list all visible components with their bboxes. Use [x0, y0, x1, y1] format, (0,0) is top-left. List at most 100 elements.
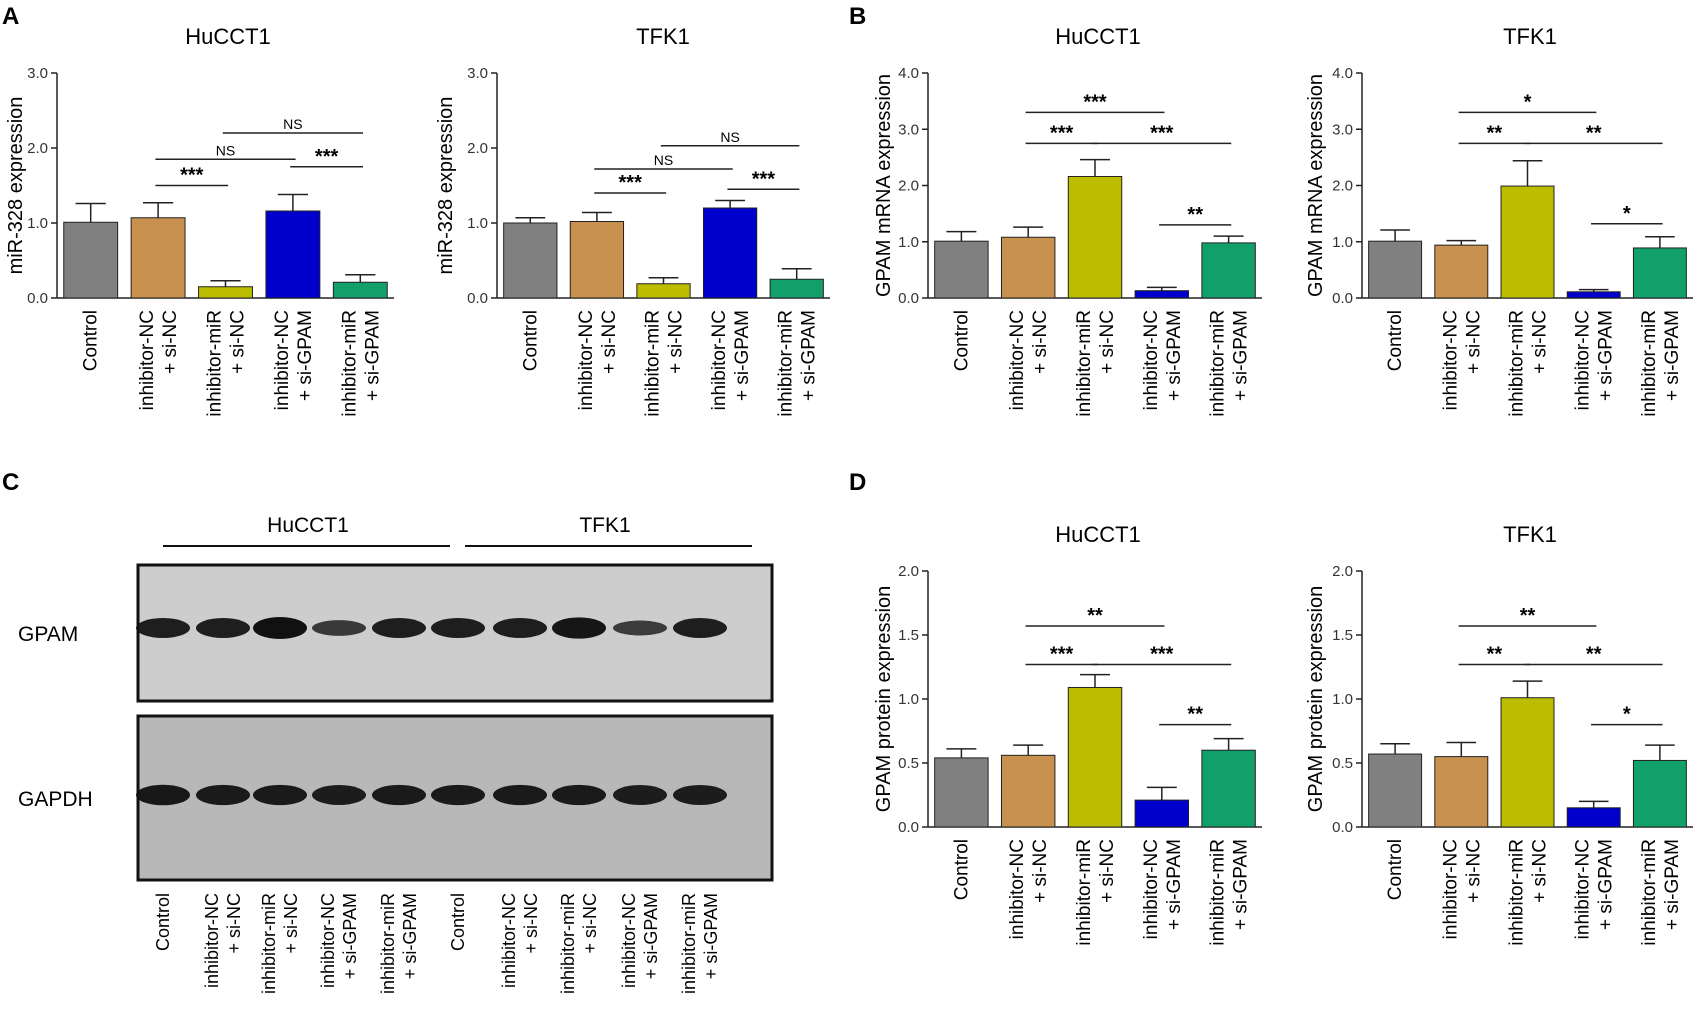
bar	[198, 286, 253, 299]
x-tick-label: inhibitor-miR + si-NC	[1507, 310, 1551, 417]
significance-label: NS	[216, 142, 235, 158]
blot-lane-label: inhibitor-miR + si-GPAM	[679, 893, 721, 994]
bar	[1368, 753, 1423, 828]
western-blot: HuCCT1 TFK1 GPAM GAPDH Control inhibitor-NC + …	[18, 514, 774, 994]
chart-a-tfk1: TFK1 miR-328 expression 0.0 1.0 2.0 3.0 Contro…	[435, 24, 830, 417]
bar	[934, 757, 989, 828]
bar	[265, 210, 321, 299]
significance-label: *	[1524, 91, 1532, 113]
significance-label: ***	[180, 165, 204, 187]
y-tick-label: 2.0	[1332, 178, 1353, 195]
x-tick-label: inhibitor-NC + si-NC	[576, 310, 620, 410]
bar	[1500, 185, 1555, 299]
significance-label: ***	[315, 146, 339, 168]
y-tick-label: 1.0	[898, 234, 919, 251]
y-tick-label: 3.0	[27, 65, 48, 82]
blot-band	[253, 784, 307, 806]
panel-label-a: A	[2, 3, 19, 30]
bar	[1000, 236, 1056, 299]
y-tick-label: 1.5	[898, 627, 919, 644]
bar	[1632, 759, 1687, 828]
bar	[1201, 242, 1256, 299]
x-tick-label: inhibitor-NC + si-NC	[137, 310, 181, 410]
x-tick-label: Control	[951, 839, 972, 900]
y-tick-label: 2.0	[1332, 563, 1353, 580]
x-tick-label: inhibitor-miR + si-NC	[1074, 839, 1118, 946]
significance-label: ***	[1050, 122, 1074, 144]
x-tick-label: inhibitor-NC + si-GPAM	[1141, 310, 1185, 410]
blot-band	[431, 618, 485, 638]
significance-label: **	[1087, 605, 1103, 627]
x-tick-label: inhibitor-NC + si-GPAM	[272, 310, 316, 410]
blot-band	[431, 784, 485, 806]
bar	[1500, 697, 1555, 828]
chart-d-tfk1: TFK1 GPAM protein expression 0.0 0.5 1.0 1.5 2…	[1305, 522, 1693, 946]
x-tick-label: Control	[1385, 839, 1406, 900]
blot-band	[196, 618, 250, 638]
y-axis-label: GPAM mRNA expression	[873, 74, 895, 297]
panel-label-b: B	[849, 3, 866, 30]
y-tick-label: 1.5	[1332, 627, 1353, 644]
bar	[1434, 756, 1489, 828]
blot-lane-label: inhibitor-NC + si-NC	[499, 893, 541, 988]
x-tick-label: inhibitor-NC + si-NC	[1440, 839, 1484, 939]
blot-lane-label: inhibitor-miR + si-NC	[259, 893, 301, 994]
significance-label: *	[1623, 704, 1631, 726]
significance-label: *	[1623, 203, 1631, 225]
blot-band	[196, 784, 250, 806]
bar	[1067, 686, 1123, 828]
bar	[1368, 240, 1423, 299]
significance-label: **	[1187, 704, 1203, 726]
chart-title: TFK1	[1503, 522, 1557, 547]
y-axis-label: miR-328 expression	[435, 97, 457, 275]
y-tick-label: 1.0	[1332, 234, 1353, 251]
y-tick-label: 0.5	[898, 755, 919, 772]
blot-band	[673, 785, 727, 805]
chart-title: HuCCT1	[185, 24, 271, 49]
blot-band	[552, 784, 606, 806]
chart-title: HuCCT1	[1055, 522, 1141, 547]
bar-charts: HuCCT1 miR-328 expression 0.0 1.0 2.0 3.0 Cont…	[5, 24, 1693, 946]
significance-label: **	[1487, 643, 1503, 665]
blot-band	[493, 618, 547, 638]
blot-row-label: GAPDH	[18, 788, 93, 811]
y-axis-label: GPAM protein expression	[873, 586, 895, 812]
y-axis-label: GPAM protein expression	[1305, 586, 1327, 812]
bar	[1566, 291, 1621, 299]
x-tick-label: Control	[81, 310, 102, 371]
y-tick-label: 3.0	[898, 121, 919, 138]
chart-b-tfk1: TFK1 GPAM mRNA expression 0.0 1.0 2.0 3.0 4.0 C…	[1305, 24, 1693, 417]
significance-label: NS	[720, 129, 739, 145]
chart-title: TFK1	[1503, 24, 1557, 49]
panel-label-d: D	[849, 469, 866, 496]
significance-label: ***	[619, 172, 643, 194]
blot-band	[372, 618, 426, 638]
significance-label: ***	[1050, 643, 1074, 665]
x-tick-label: inhibitor-miR + si-GPAM	[1208, 310, 1252, 417]
blot-lane-label: inhibitor-NC + si-GPAM	[619, 893, 661, 988]
x-tick-label: inhibitor-NC + si-GPAM	[709, 310, 753, 410]
blot-lane-label: inhibitor-miR + si-NC	[558, 893, 600, 994]
bar	[569, 221, 625, 299]
panel-label-c: C	[2, 469, 19, 496]
y-tick-label: 1.0	[27, 215, 48, 232]
significance-label: **	[1520, 605, 1536, 627]
blot-band	[493, 784, 547, 806]
bar	[1201, 749, 1256, 828]
blot-band	[253, 617, 307, 639]
blot-band	[613, 620, 667, 636]
x-tick-label: inhibitor-miR + si-NC	[1507, 839, 1551, 946]
blot-band	[613, 785, 667, 805]
bar	[769, 278, 824, 299]
blot-band	[372, 784, 426, 806]
significance-label: **	[1487, 122, 1503, 144]
bar	[636, 283, 691, 299]
y-tick-label: 0.0	[898, 290, 919, 307]
significance-label: **	[1187, 204, 1203, 226]
bar	[1134, 799, 1190, 828]
bar	[1632, 247, 1687, 299]
x-tick-label: inhibitor-miR + si-GPAM	[776, 310, 820, 417]
y-tick-label: 2.0	[898, 563, 919, 580]
